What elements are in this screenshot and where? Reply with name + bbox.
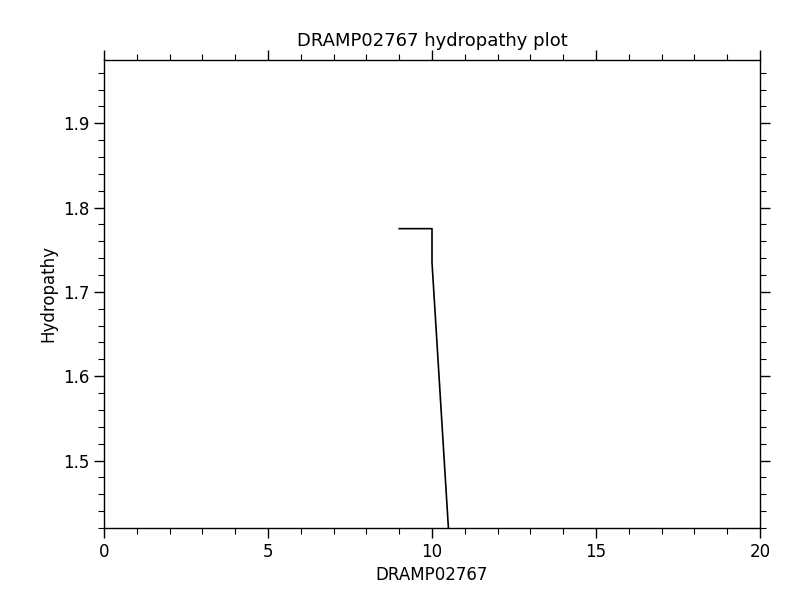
Y-axis label: Hydropathy: Hydropathy <box>39 245 58 343</box>
X-axis label: DRAMP02767: DRAMP02767 <box>376 566 488 584</box>
Title: DRAMP02767 hydropathy plot: DRAMP02767 hydropathy plot <box>297 32 567 50</box>
